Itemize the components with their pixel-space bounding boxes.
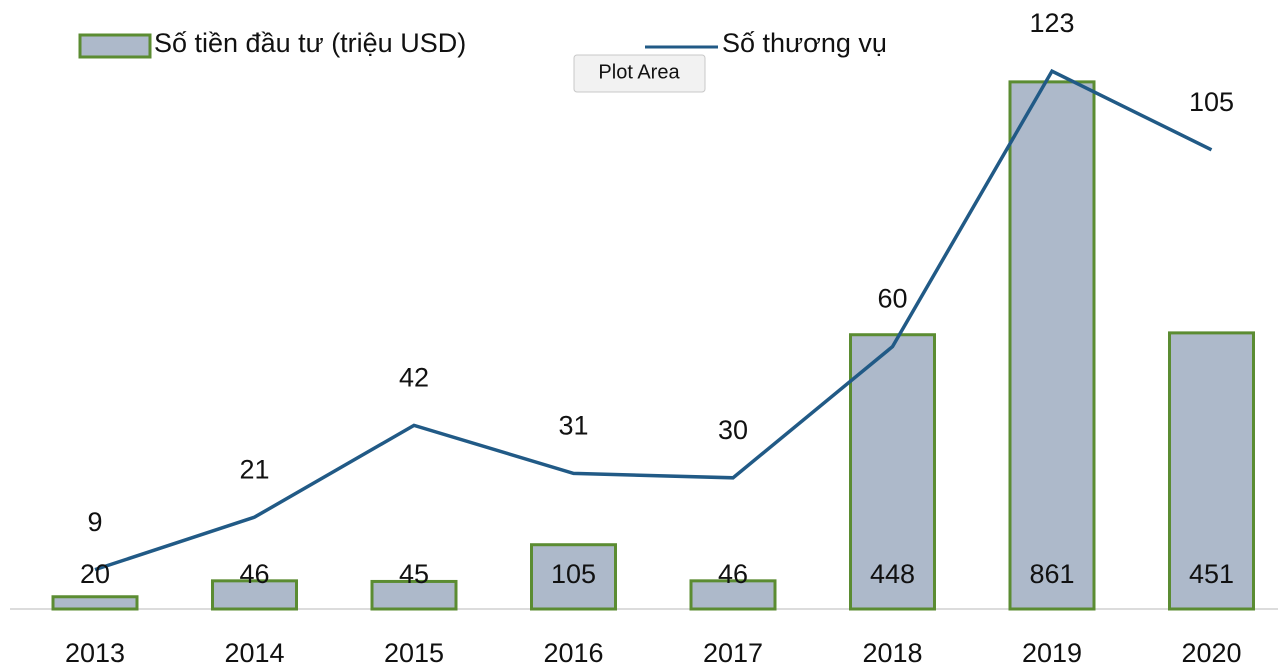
- bar-value-label: 46: [239, 559, 269, 589]
- line-value-label: 105: [1189, 87, 1234, 117]
- bar: [370, 579, 458, 611]
- x-tick-label: 2018: [862, 638, 922, 667]
- line-value-label: 123: [1029, 8, 1074, 38]
- line: [94, 68, 1213, 572]
- bar-value-label: 448: [870, 559, 915, 589]
- tooltip: Plot Area: [598, 61, 680, 83]
- bar-value-label: 46: [718, 559, 748, 589]
- bar-value-label: 20: [80, 559, 110, 589]
- x-tick-label: 2017: [703, 638, 763, 667]
- bar: [211, 579, 298, 611]
- bar: [1008, 80, 1096, 611]
- line-value-label: 60: [877, 284, 907, 314]
- line-value-label: 9: [87, 507, 102, 537]
- x-tick-label: 2013: [65, 638, 125, 667]
- bar-value-label: 861: [1029, 559, 1074, 589]
- legend-swatch-bar: [78, 33, 152, 59]
- bar-value-label: 45: [399, 559, 429, 589]
- legend-label: Số thương vụ: [722, 28, 887, 58]
- line-value-label: 30: [718, 415, 748, 445]
- line-value-label: 21: [239, 454, 269, 484]
- tooltip-box: [573, 54, 706, 93]
- line-value-label: 42: [399, 362, 429, 392]
- x-tick-label: 2014: [224, 638, 284, 667]
- x-tick-label: 2020: [1181, 638, 1241, 667]
- bar: [849, 333, 936, 611]
- x-tick-label: 2016: [543, 638, 603, 667]
- bar: [530, 543, 617, 611]
- bar: [1168, 331, 1255, 611]
- line-value-label: 31: [558, 411, 588, 441]
- x-tick-label: 2019: [1022, 638, 1082, 667]
- bar: [51, 595, 139, 611]
- bar: [689, 579, 777, 611]
- bar-value-label: 451: [1189, 559, 1234, 589]
- bar-value-label: 105: [551, 559, 596, 589]
- x-tick-label: 2015: [384, 638, 444, 667]
- legend-label: Số tiền đầu tư (triệu USD): [154, 28, 466, 58]
